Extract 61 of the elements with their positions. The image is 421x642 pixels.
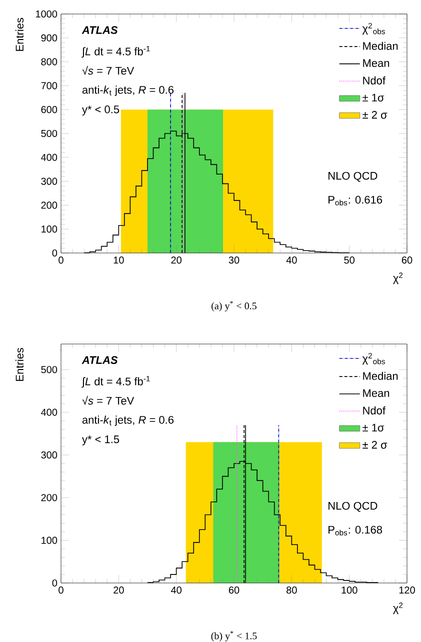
legend-label: ± 1σ — [362, 424, 384, 432]
x-tick-label: 40 — [171, 586, 182, 594]
annotation: anti-k$_{t}$ jets, R = 0.6 — [82, 86, 174, 96]
x-tick-label: 120 — [399, 586, 415, 594]
annotation: ATLAS — [82, 356, 118, 364]
x-tick-label: 50 — [344, 256, 355, 264]
x-tick-label: 30 — [228, 256, 240, 264]
legend-label: ± 2 σ — [362, 110, 388, 119]
y-tick-label: 100 — [42, 536, 58, 544]
legend-label: ± 1σ — [362, 94, 384, 102]
x-tick-label: 80 — [286, 586, 297, 594]
annotation: NLO QCD — [328, 502, 378, 512]
y-axis-title: Entries — [15, 348, 24, 381]
y-tick-label: 300 — [41, 451, 58, 458]
annotation: y* < 1.5 — [82, 436, 120, 446]
x-tick-label: 0 — [58, 256, 64, 264]
x-tick-label: 20 — [114, 586, 124, 594]
annotation: P$_{obs}$: 0.616 — [328, 196, 382, 206]
legend-label: ± 2 σ — [362, 440, 388, 449]
y-tick-label: 600 — [41, 106, 58, 114]
y-tick-label: 400 — [41, 408, 58, 416]
x-tick-label: 0 — [58, 586, 64, 594]
y-tick-label: 100 — [42, 226, 58, 233]
x-tick-label: 10 — [114, 256, 124, 264]
y-tick-label: 0 — [52, 249, 58, 257]
y-tick-label: 400 — [41, 154, 58, 161]
y-tick-label: 500 — [41, 366, 58, 374]
y-axis-title: Entries — [15, 18, 24, 51]
annotation: y* < 0.5 — [82, 106, 120, 116]
annotation: NLO QCD — [328, 172, 378, 182]
y-tick-label: 200 — [41, 494, 58, 502]
x-axis-title: χ$^{2}$ — [393, 272, 403, 284]
annotation: ∫L dt = 4.5 fb$^{-1}$ — [81, 46, 150, 58]
annotation: ATLAS — [82, 26, 118, 34]
annotation: √s = 7 TeV — [82, 66, 134, 75]
y-tick-label: 700 — [41, 82, 58, 90]
legend-label: Mean — [363, 389, 390, 397]
x-tick-label: 40 — [286, 256, 297, 264]
x-tick-label: 20 — [171, 256, 182, 264]
legend-label: Ndof — [363, 76, 386, 84]
y-tick-label: 0 — [52, 579, 58, 587]
y-tick-label: 300 — [41, 178, 58, 185]
annotation: anti-k$_{t}$ jets, R = 0.6 — [82, 416, 174, 426]
text: (a) y$^{*}$ < 0.5 — [212, 301, 256, 312]
y-tick-label: 500 — [41, 130, 58, 138]
y-tick-label: 900 — [41, 34, 58, 42]
x-tick-label: 60 — [402, 256, 412, 264]
y-tick-label: 1000 — [36, 10, 58, 18]
annotation: ∫L dt = 4.5 fb$^{-1}$ — [81, 376, 150, 388]
x-tick-label: 60 — [228, 586, 240, 594]
y-tick-label: 800 — [41, 58, 58, 66]
text: (b) y$^{*}$ < 1.5 — [211, 631, 257, 642]
x-tick-label: 100 — [342, 586, 358, 594]
legend-label: Ndof — [363, 406, 386, 414]
y-tick-label: 200 — [41, 202, 58, 209]
legend-label: Median — [363, 42, 398, 50]
legend-label: Median — [363, 372, 398, 380]
legend-label: Mean — [363, 59, 390, 67]
x-axis-title: χ$^{2}$ — [393, 602, 403, 614]
annotation: √s = 7 TeV — [82, 396, 134, 405]
annotation: P$_{obs}$: 0.168 — [328, 526, 382, 536]
